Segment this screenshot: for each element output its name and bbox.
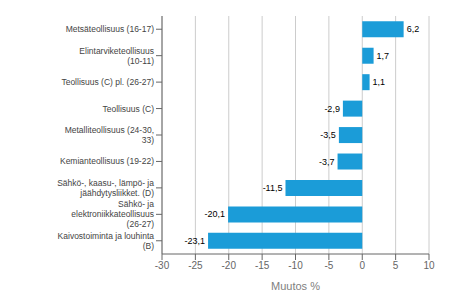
svg-text:-3,5: -3,5 [320, 130, 336, 140]
svg-text:Teollisuus (C) pl. (26-27): Teollisuus (C) pl. (26-27) [61, 77, 154, 87]
svg-text:-5: -5 [324, 260, 333, 271]
svg-text:5: 5 [393, 260, 399, 271]
svg-text:Metalliteollisuus (24-30,33): Metalliteollisuus (24-30,33) [65, 125, 154, 145]
svg-text:10: 10 [423, 260, 435, 271]
svg-text:Sähkö-, kaasu-, lämpö- jajäähd: Sähkö-, kaasu-, lämpö- jajäähdytysliikke… [57, 178, 154, 198]
svg-text:1,7: 1,7 [377, 51, 390, 61]
svg-text:Teollisuus (C): Teollisuus (C) [103, 104, 155, 114]
svg-text:-15: -15 [255, 260, 270, 271]
svg-text:-23,1: -23,1 [185, 236, 206, 246]
svg-text:Elintarviketeollisuus(10-11): Elintarviketeollisuus(10-11) [79, 46, 154, 66]
svg-text:-30: -30 [155, 260, 170, 271]
svg-text:Kaivostoiminta ja louhinta(B): Kaivostoiminta ja louhinta(B) [58, 231, 155, 251]
svg-text:-10: -10 [288, 260, 303, 271]
svg-text:Muutos %: Muutos % [271, 280, 320, 292]
svg-text:6,2: 6,2 [407, 24, 420, 34]
svg-text:1,1: 1,1 [373, 77, 386, 87]
svg-text:-3,7: -3,7 [319, 157, 335, 167]
svg-text:-25: -25 [188, 260, 203, 271]
svg-text:-2,9: -2,9 [324, 104, 340, 114]
svg-text:-20: -20 [222, 260, 237, 271]
svg-text:-11,5: -11,5 [263, 183, 283, 193]
svg-text:Metsäteollisuus (16-17): Metsäteollisuus (16-17) [66, 24, 155, 34]
svg-text:Sähkö- jaelektroniikkateollisu: Sähkö- jaelektroniikkateollisuus(26-27) [71, 199, 154, 229]
svg-text:-20,1: -20,1 [205, 209, 226, 219]
svg-text:0: 0 [359, 260, 365, 271]
svg-text:Kemianteollisuus (19-22): Kemianteollisuus (19-22) [60, 156, 154, 166]
